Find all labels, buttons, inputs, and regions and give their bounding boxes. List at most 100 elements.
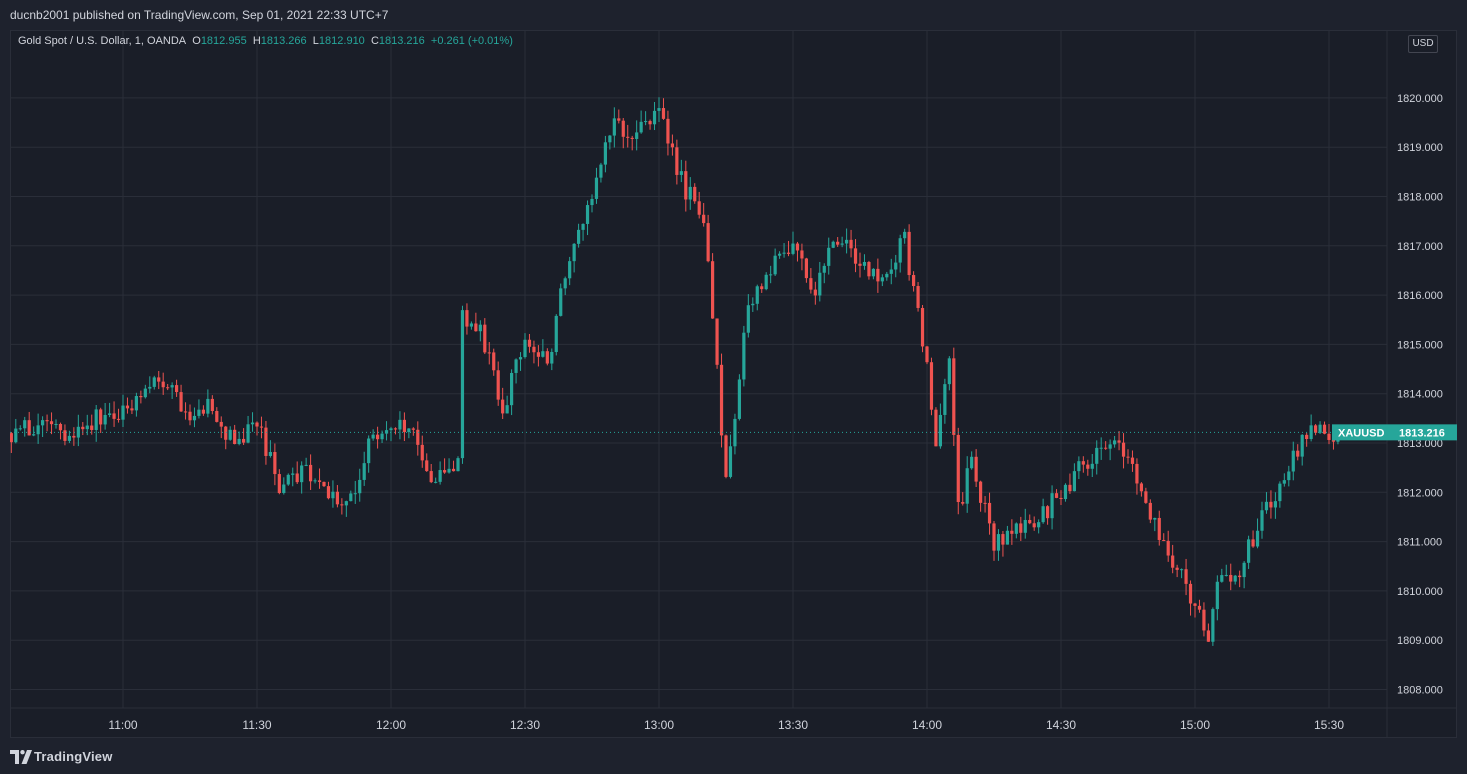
tradingview-logo-icon[interactable] [10, 750, 32, 764]
candle-body [1197, 605, 1202, 610]
candle-body [1077, 461, 1081, 472]
candle-body [1291, 450, 1295, 472]
currency-badge[interactable]: USD [1408, 35, 1438, 53]
candle-body [1264, 501, 1269, 511]
candle-body [724, 435, 728, 477]
legend-close-value: 1813.216 [378, 35, 425, 47]
candle-body [970, 456, 974, 469]
candle-body [456, 458, 460, 472]
candle-body [255, 422, 259, 427]
candle-body [268, 452, 272, 456]
candle-body [1211, 609, 1215, 642]
candle-body [527, 339, 532, 347]
candle-body [702, 214, 706, 224]
candle-body [693, 186, 697, 202]
candle-body [166, 387, 170, 389]
tag-symbol: XAUUSD [1338, 427, 1385, 439]
candle-body [1287, 471, 1291, 481]
legend-low-value: 1812.910 [318, 35, 365, 47]
candle-body [1278, 483, 1282, 502]
candle-body [1180, 569, 1184, 571]
candle-body [483, 324, 487, 353]
candle-body [295, 473, 299, 483]
candle-body [1099, 447, 1103, 449]
time-tick-label: 12:00 [376, 718, 406, 732]
candle-body [85, 425, 89, 430]
candle-body [590, 198, 594, 206]
candle-body [304, 464, 308, 466]
chart-grid [10, 30, 1387, 708]
candle-body [1273, 501, 1277, 508]
candle-body [139, 395, 143, 398]
candle-body [1305, 434, 1309, 440]
candle-body [965, 468, 969, 504]
candle-body [871, 268, 875, 277]
candle-body [465, 310, 469, 327]
price-tick-label: 1815.000 [1397, 339, 1443, 351]
price-tick-label: 1808.000 [1397, 685, 1443, 697]
candle-body [813, 289, 817, 296]
candle-body [706, 223, 710, 262]
candle-body [1327, 433, 1331, 440]
candle-body [670, 143, 674, 148]
candle-body [684, 171, 688, 200]
candle-body [54, 423, 58, 425]
candle-body [1193, 603, 1197, 606]
last-price-tag[interactable]: XAUUSD 1813.216 [1332, 424, 1457, 441]
price-tick-label: 1817.000 [1397, 241, 1443, 253]
candle-body [1144, 491, 1148, 503]
chart-pane[interactable] [10, 30, 1457, 738]
candle-body [371, 434, 375, 439]
candle-body [246, 424, 250, 443]
candle-body [947, 358, 951, 385]
candle-body [657, 108, 661, 111]
time-tick-label: 15:00 [1180, 718, 1210, 732]
candle-body [474, 323, 478, 332]
candle-body [376, 434, 380, 440]
candle-body [1171, 555, 1175, 568]
candle-body [286, 474, 290, 485]
tag-value: 1813.216 [1399, 427, 1445, 439]
candle-body [112, 413, 116, 419]
candle-body [853, 248, 858, 264]
candle-body [518, 357, 523, 360]
candle-body [179, 392, 183, 412]
candle-body [1032, 523, 1036, 528]
candle-body [818, 272, 822, 296]
candle-body [1063, 484, 1068, 500]
candle-body [1072, 471, 1076, 492]
candle-body [130, 408, 134, 411]
price-chart[interactable]: 1808.000 1809.000 1810.000 1811.000 1812.000… [10, 30, 1457, 738]
candle-body [152, 377, 156, 387]
candle-body [746, 305, 750, 333]
symbol-legend[interactable]: Gold Spot / U.S. Dollar, 1, OANDA O1812.… [18, 35, 513, 47]
candle-body [907, 231, 911, 276]
time-tick-label: 11:00 [108, 718, 137, 732]
candle-body [291, 473, 295, 475]
tradingview-brand[interactable]: TradingView [34, 749, 113, 764]
candle-body [58, 423, 63, 431]
candle-body [469, 323, 473, 327]
candle-body [10, 433, 13, 443]
candle-body [438, 470, 442, 482]
candle-body [1130, 457, 1135, 464]
candle-body [367, 438, 371, 464]
candle-body [612, 118, 616, 136]
time-tick-label: 14:00 [912, 718, 942, 732]
candle-body [804, 258, 808, 279]
candles [10, 97, 1340, 646]
candle-body [63, 430, 67, 441]
candle-body [719, 364, 724, 436]
candle-body [1162, 539, 1166, 541]
candle-body [849, 239, 853, 249]
candle-body [1148, 502, 1152, 520]
candle-body [795, 243, 800, 251]
candle-body [1108, 444, 1112, 449]
candle-body [630, 137, 634, 139]
candle-body [532, 346, 536, 353]
candle-body [876, 268, 880, 282]
price-tick-label: 1809.000 [1397, 635, 1443, 647]
candle-body [1238, 575, 1242, 578]
candle-body [1215, 581, 1219, 610]
candle-body [786, 252, 791, 254]
